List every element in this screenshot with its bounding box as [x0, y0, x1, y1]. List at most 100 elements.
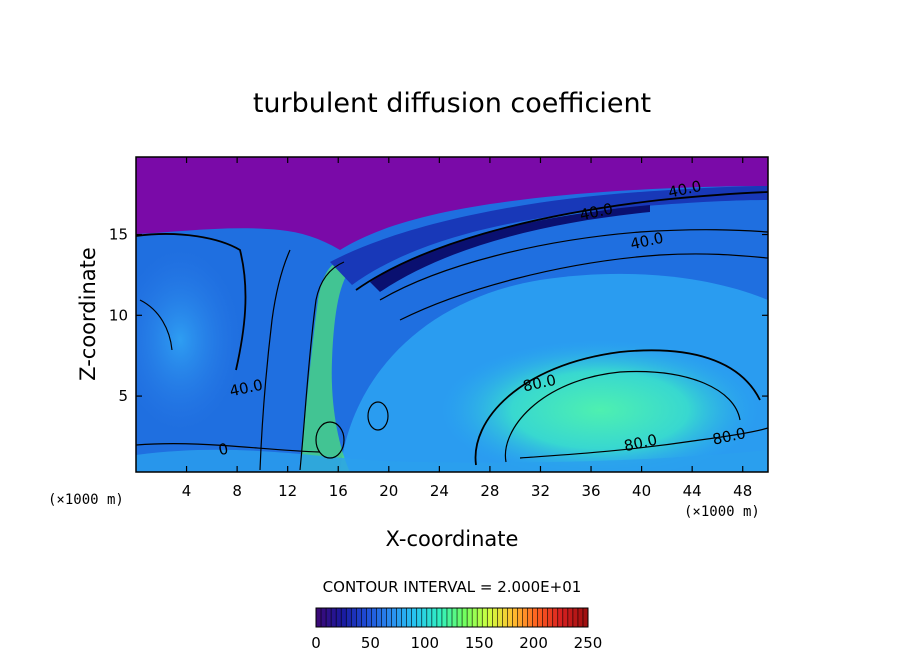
- y-tick-label: 5: [118, 387, 128, 405]
- y-tick-label: 15: [109, 226, 128, 244]
- x-tick-label: 32: [531, 482, 550, 500]
- contour-line: [136, 443, 321, 453]
- y-tick-label: 10: [109, 306, 128, 324]
- colorbar-swatch: [336, 608, 342, 627]
- x-axis-unit: (×1000 m): [684, 504, 760, 520]
- left-vortex: [136, 250, 240, 430]
- colorbar-swatch: [331, 608, 337, 627]
- colorbar-swatch: [487, 608, 493, 627]
- contour-line: [315, 421, 345, 459]
- dark-core-band: [370, 205, 650, 292]
- colorbar-swatch: [386, 608, 392, 627]
- chart-title: turbulent diffusion coefficient: [253, 88, 651, 119]
- colorbar-swatch: [371, 608, 377, 627]
- colorbar-swatch: [542, 608, 549, 627]
- colorbar-swatch: [326, 608, 332, 627]
- colorbar-swatch: [537, 608, 543, 627]
- colorbar-swatch: [557, 608, 564, 627]
- colorbar-swatch: [366, 608, 372, 627]
- colorbar-swatch: [522, 608, 528, 627]
- colorbar-tick-label: 100: [410, 634, 439, 652]
- green-core: [440, 340, 760, 472]
- colorbar-swatch: [406, 608, 413, 627]
- x-tick-label: 24: [430, 482, 449, 500]
- colorbar-swatch: [482, 608, 488, 627]
- colorbar-swatch: [446, 608, 453, 627]
- colorbar-swatch: [401, 608, 407, 627]
- colorbar-tick-label: 200: [519, 634, 548, 652]
- rising-plume: [300, 258, 352, 472]
- colorbar-swatch: [502, 608, 508, 627]
- contour-line: [139, 299, 173, 351]
- contour-line: [379, 229, 768, 301]
- colorbar-swatch: [572, 608, 579, 627]
- contour-line: [367, 401, 389, 431]
- colorbar-swatch: [426, 608, 433, 627]
- colorbar-swatch: [562, 608, 569, 627]
- colorbar-swatch: [411, 608, 418, 627]
- colorbar-swatch: [396, 608, 402, 627]
- anvil-band: [330, 186, 768, 285]
- colorbar-swatch: [472, 608, 478, 627]
- colorbar-swatch: [477, 608, 483, 627]
- contour-line: [504, 370, 741, 463]
- colorbar-swatch: [527, 608, 533, 627]
- colorbar-swatch: [381, 608, 387, 627]
- colorbar-swatch: [577, 608, 584, 627]
- colorbar-swatch: [512, 608, 518, 627]
- colorbar-swatch: [462, 608, 468, 627]
- contour-line: [474, 349, 761, 466]
- x-tick-label: 8: [232, 482, 242, 500]
- contour-line: [355, 191, 768, 291]
- colorbar-tick-label: 50: [361, 634, 380, 652]
- y-axis-unit: (×1000 m): [48, 492, 124, 508]
- heatmap-field: [136, 157, 768, 472]
- plot-frame: [135, 156, 769, 473]
- x-tick-label: 36: [581, 482, 600, 500]
- x-tick-label: 44: [683, 482, 702, 500]
- colorbar-swatch: [517, 608, 523, 627]
- colorbar-swatch: [431, 608, 438, 627]
- colorbar-frame: [315, 607, 589, 628]
- colorbar-swatch: [441, 608, 448, 627]
- x-tick-label: 12: [278, 482, 297, 500]
- colorbar-swatch: [467, 608, 473, 627]
- colorbar-swatch: [567, 608, 574, 627]
- colorbar-tick-label: 150: [465, 634, 494, 652]
- colorbar-swatch: [421, 608, 428, 627]
- contour-lines: [136, 191, 768, 471]
- colorbar-swatch: [391, 608, 397, 627]
- x-tick-label: 48: [733, 482, 752, 500]
- colorbar-swatch: [507, 608, 513, 627]
- colorbar: 0 50 100 150 200 250: [311, 607, 602, 652]
- colorbar-swatch: [346, 608, 352, 627]
- x-axis: 4 8 12 16 20 24 28 32 36 40 44 48: [182, 157, 752, 500]
- upper-layer: [136, 157, 768, 250]
- x-tick-label: 40: [632, 482, 651, 500]
- x-tick-label: 28: [480, 482, 499, 500]
- colorbar-swatch: [361, 608, 367, 627]
- contour-interval-label: CONTOUR INTERVAL = 2.000E+01: [323, 578, 582, 596]
- colorbar-swatch: [552, 608, 559, 627]
- x-tick-label: 20: [379, 482, 398, 500]
- contour-line: [136, 233, 247, 371]
- contour-line: [299, 261, 345, 471]
- y-axis-label: Z-coordinate: [76, 247, 100, 381]
- colorbar-swatch: [457, 608, 463, 627]
- y-axis: 5 10 15: [109, 226, 768, 405]
- contour-line: [259, 249, 291, 471]
- contour-line: [519, 427, 768, 459]
- colorbar-swatch: [582, 608, 589, 627]
- x-axis-label: X-coordinate: [386, 527, 519, 551]
- colorbar-swatch: [321, 608, 327, 627]
- colorbar-swatch: [497, 608, 503, 627]
- colorbar-swatch: [341, 608, 347, 627]
- x-tick-label: 16: [329, 482, 348, 500]
- x-tick-label: 4: [182, 482, 192, 500]
- colorbar-swatch: [376, 608, 382, 627]
- colorbar-swatch: [547, 608, 554, 627]
- colorbar-swatch: [351, 608, 357, 627]
- colorbar-swatch: [532, 608, 538, 627]
- contour-label: 0: [217, 440, 230, 460]
